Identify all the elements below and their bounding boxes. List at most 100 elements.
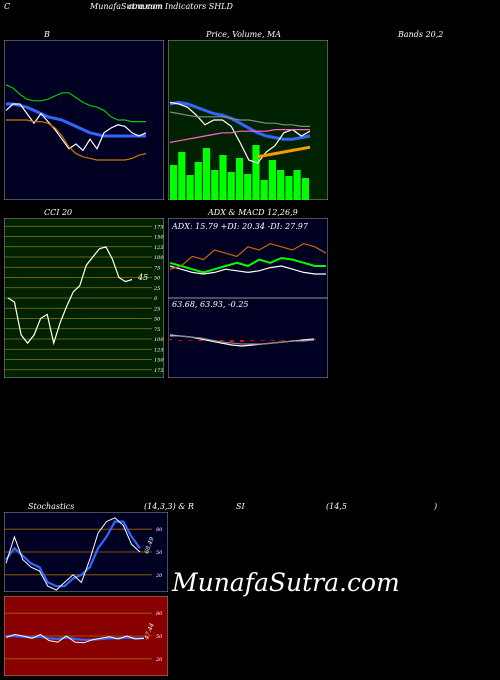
cci-tick-label: 150 bbox=[154, 235, 164, 241]
cci-tick-label: 175 bbox=[154, 368, 164, 374]
volume-bar bbox=[178, 152, 186, 200]
title-bollinger: B bbox=[44, 30, 50, 39]
macd-readout: 63.68, 63.93, -0.25 bbox=[172, 300, 249, 309]
osc-tick-label: 50 bbox=[156, 634, 163, 640]
title-close-paren: ) bbox=[434, 502, 438, 511]
watermark: MunafaSutra.com bbox=[172, 568, 400, 597]
adx-series bbox=[169, 242, 327, 275]
price-line-4 bbox=[257, 145, 311, 159]
cci-tick-label: 50 bbox=[154, 276, 161, 282]
bollinger-series bbox=[5, 84, 147, 161]
title-adx-macd: ADX & MACD 12,26,9 bbox=[208, 208, 298, 217]
macd-hist-bar bbox=[178, 340, 183, 341]
osc-tick-label: 20 bbox=[155, 573, 163, 579]
stoch-series bbox=[5, 517, 141, 591]
volume-bar bbox=[170, 165, 178, 200]
macd-hist-bar bbox=[219, 340, 224, 341]
cci-tick-label: 100 bbox=[154, 337, 164, 343]
bollinger-line-3 bbox=[6, 119, 147, 161]
bollinger-line-0 bbox=[5, 84, 146, 123]
macd-hist-bar bbox=[229, 340, 234, 342]
volume-bar bbox=[285, 176, 293, 200]
macd-line-1 bbox=[170, 335, 315, 345]
osc-tick-label: 50 bbox=[156, 550, 163, 556]
adx-line-2 bbox=[169, 242, 327, 270]
macd-hist-bar bbox=[168, 339, 172, 340]
bollinger-panel bbox=[4, 40, 164, 200]
price-volume-panel bbox=[168, 40, 328, 200]
volume-bar bbox=[194, 162, 202, 200]
volume-bar bbox=[260, 180, 268, 200]
cci-tick-label: 75 bbox=[154, 265, 160, 271]
macd-hist-bar bbox=[250, 340, 255, 341]
macd-hist-bar bbox=[240, 340, 244, 342]
volume-bar bbox=[277, 170, 285, 200]
header-letter: C bbox=[4, 2, 11, 11]
macd-hist-bar bbox=[270, 340, 275, 341]
cci-line-0 bbox=[7, 246, 133, 346]
cci-tick-label: 100 bbox=[154, 255, 164, 261]
title-stochastics: Stochastics bbox=[28, 502, 75, 511]
cci-tick-label: 25 bbox=[153, 306, 160, 312]
volume-bar bbox=[268, 160, 276, 200]
volume-bar bbox=[211, 170, 219, 200]
volume-bar bbox=[244, 174, 252, 200]
macd-panel: 63.68, 63.93, -0.25 bbox=[168, 298, 328, 378]
osc-tick-label: 80 bbox=[156, 611, 163, 617]
cci-tick-label: 50 bbox=[154, 317, 161, 323]
rsi-series bbox=[5, 633, 145, 644]
osc-tick-label: 80 bbox=[156, 527, 163, 533]
cci-tick-label: 125 bbox=[154, 245, 164, 251]
macd-hist-bar bbox=[188, 340, 193, 341]
title-si: SI bbox=[236, 502, 245, 511]
volume-bar bbox=[186, 175, 194, 200]
price-line-0 bbox=[169, 100, 311, 141]
cci-grid: 175 150 125 100 75 50 25 0 25 50 75 100 125 150 175 bbox=[4, 224, 164, 374]
macd-hist-bar bbox=[260, 340, 265, 341]
chart-subtitle: common Indicators SHLD bbox=[128, 2, 233, 11]
osc-tick-label: 20 bbox=[155, 657, 163, 663]
site-name: MunafaSutra.com bbox=[90, 2, 163, 11]
cci-tick-label: 125 bbox=[154, 347, 164, 353]
title-rsi-params: (14,5 bbox=[326, 502, 347, 511]
bollinger-line-2 bbox=[5, 103, 147, 152]
price-line-1 bbox=[169, 101, 311, 164]
cci-panel: 175 150 125 100 75 50 25 0 25 50 75 100 125 150 175 45 bbox=[4, 218, 164, 378]
title-stoch-params: (14,3,3) & R bbox=[144, 502, 194, 511]
title-bands: Bands 20,2 bbox=[398, 30, 444, 39]
price-line-2 bbox=[169, 129, 310, 143]
cci-tick-label: 75 bbox=[154, 327, 160, 333]
title-cci: CCI 20 bbox=[44, 208, 73, 217]
adx-line-1 bbox=[169, 256, 326, 274]
volume-bars bbox=[170, 145, 309, 200]
volume-bar bbox=[252, 145, 260, 200]
price-series bbox=[169, 100, 311, 164]
cci-tick-label: 0 bbox=[154, 296, 158, 302]
volume-bar bbox=[219, 155, 227, 200]
title-price-volume: Price, Volume, MA bbox=[206, 30, 282, 39]
cci-tick-label: 25 bbox=[153, 286, 160, 292]
adx-readout: ADX: 15.79 +DI: 20.34 -DI: 27.97 bbox=[171, 222, 309, 231]
macd-hist-bar bbox=[198, 340, 203, 341]
macd-series bbox=[168, 334, 316, 347]
osc-line-1 bbox=[5, 517, 141, 591]
volume-bar bbox=[301, 178, 309, 200]
cci-tick-label: 175 bbox=[154, 224, 164, 230]
adx-bg bbox=[168, 218, 328, 298]
price-line-3 bbox=[169, 111, 310, 127]
volume-bar bbox=[235, 158, 244, 200]
macd-bg bbox=[168, 298, 328, 378]
cci-value-label: 45 bbox=[137, 273, 148, 282]
osc-line-1 bbox=[5, 633, 145, 644]
osc-line-0 bbox=[5, 520, 141, 588]
adx-panel: ADX: 15.79 +DI: 20.34 -DI: 27.97 bbox=[168, 218, 328, 298]
volume-bar bbox=[202, 148, 211, 200]
cci-tick-label: 150 bbox=[154, 358, 164, 364]
adx-line-0 bbox=[169, 265, 326, 275]
volume-bar bbox=[227, 172, 235, 200]
bollinger-bg bbox=[4, 40, 164, 200]
bollinger-line-1 bbox=[6, 102, 146, 138]
macd-hist-bar bbox=[281, 340, 286, 341]
